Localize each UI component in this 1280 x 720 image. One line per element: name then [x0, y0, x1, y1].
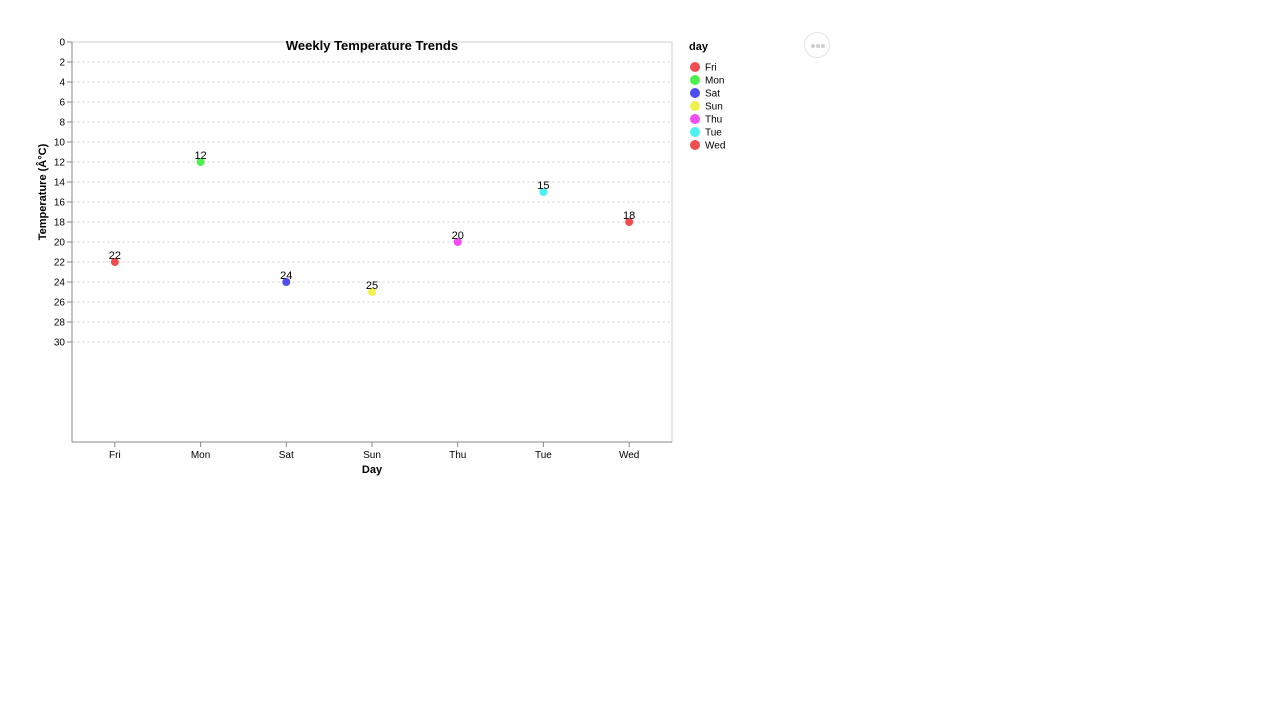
y-tick-label: 28	[54, 318, 66, 329]
data-label: 25	[366, 280, 378, 292]
legend-label: Mon	[705, 76, 724, 87]
legend-swatch	[690, 140, 700, 150]
y-tick-label: 12	[54, 158, 66, 169]
data-label: 18	[623, 210, 635, 222]
y-tick-label: 26	[54, 298, 66, 309]
legend-label: Sat	[705, 89, 720, 100]
data-labels: 22 12 24 25 20 15 18	[109, 150, 636, 292]
y-tick-label: 6	[59, 98, 65, 109]
x-tick-label: Tue	[535, 450, 552, 461]
x-axis-title: Day	[362, 464, 383, 476]
x-axis: Fri Mon Sat Sun Thu Tue Wed	[109, 442, 639, 461]
data-point	[625, 218, 634, 226]
legend: day Fri Mon Sat Sun Thu Tue Wed	[689, 41, 725, 152]
chart-title: Weekly Temperature Trends	[286, 38, 458, 53]
y-tick-label: 22	[54, 258, 66, 269]
y-tick-label: 4	[59, 78, 65, 89]
y-tick-label: 20	[54, 238, 66, 249]
x-tick-label: Thu	[449, 450, 466, 461]
legend-title: day	[689, 41, 709, 53]
x-tick-label: Fri	[109, 450, 121, 461]
x-tick-label: Sat	[279, 450, 294, 461]
y-tick-label: 24	[54, 278, 66, 289]
data-point	[453, 238, 462, 246]
data-label: 15	[537, 180, 549, 192]
y-tick-label: 0	[59, 38, 65, 49]
y-tick-label: 16	[54, 198, 66, 209]
data-label: 22	[109, 250, 121, 262]
y-tick-label: 8	[59, 118, 65, 129]
data-label: 12	[194, 150, 206, 162]
data-point	[196, 158, 205, 166]
data-points	[110, 158, 634, 296]
legend-label: Fri	[705, 63, 717, 74]
grid-lines	[72, 61, 672, 343]
data-point	[110, 258, 119, 266]
x-tick-label: Wed	[619, 450, 639, 461]
legend-label: Thu	[705, 115, 722, 126]
more-horizontal-icon	[811, 44, 815, 48]
y-axis-title: Temperature (Â°C)	[36, 143, 49, 240]
legend-label: Tue	[705, 128, 722, 139]
legend-swatch	[690, 75, 700, 85]
legend-label: Wed	[705, 141, 725, 152]
legend-swatch	[690, 127, 700, 137]
data-label: 24	[280, 270, 292, 282]
legend-swatch	[690, 88, 700, 98]
data-label: 20	[452, 230, 464, 242]
y-tick-label: 18	[54, 218, 66, 229]
data-point	[539, 188, 548, 196]
more-horizontal-icon-dot	[816, 44, 820, 48]
legend-label: Sun	[705, 102, 723, 113]
y-tick-label: 2	[59, 58, 65, 69]
data-point	[282, 278, 291, 286]
y-tick-label: 10	[54, 138, 66, 149]
x-tick-label: Sun	[363, 450, 381, 461]
legend-swatch	[690, 101, 700, 111]
y-tick-label: 30	[54, 338, 66, 349]
data-point	[368, 288, 376, 296]
legend-swatch	[690, 62, 700, 72]
y-tick-label: 14	[54, 178, 66, 189]
chart-actions-menu-button[interactable]	[804, 32, 830, 58]
x-tick-label: Mon	[191, 450, 210, 461]
legend-swatch	[690, 114, 700, 124]
more-horizontal-icon-dot	[821, 44, 825, 48]
